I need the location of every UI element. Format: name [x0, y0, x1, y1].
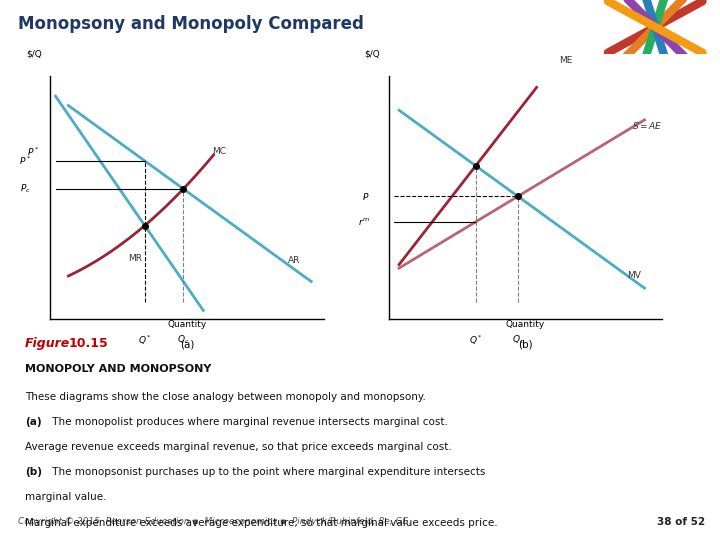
Text: These diagrams show the close analogy between monopoly and monopsony.: These diagrams show the close analogy be… [25, 392, 426, 402]
Text: Marginal expenditure exceeds average expenditure, so that marginal value exceeds: Marginal expenditure exceeds average exp… [25, 517, 498, 528]
Text: (b): (b) [25, 467, 42, 477]
Text: 38 of 52: 38 of 52 [657, 517, 706, 527]
X-axis label: Quantity: Quantity [168, 320, 207, 329]
Text: $S = AE$: $S = AE$ [632, 120, 662, 131]
Text: Figure: Figure [25, 337, 71, 350]
Text: marginal value.: marginal value. [25, 492, 107, 503]
Text: $r^m$: $r^m$ [358, 217, 369, 227]
Text: $/Q: $/Q [26, 49, 42, 58]
Text: (b): (b) [518, 340, 533, 350]
Text: $Q^*$: $Q^*$ [138, 333, 152, 347]
Text: (a): (a) [25, 417, 42, 427]
Text: AR: AR [289, 256, 301, 265]
Text: $Q_c$: $Q_c$ [512, 333, 524, 346]
Text: Monopsony and Monopoly Compared: Monopsony and Monopoly Compared [18, 15, 364, 33]
Text: $P$: $P$ [362, 191, 369, 202]
Text: $/Q: $/Q [364, 49, 380, 58]
Text: MV: MV [627, 271, 641, 280]
Text: $P_c$: $P_c$ [20, 183, 31, 195]
Text: $P^*$: $P^*$ [19, 154, 31, 167]
Text: $P^*$: $P^*$ [27, 146, 40, 158]
Text: (a): (a) [180, 340, 194, 350]
Text: MC: MC [212, 147, 225, 156]
Text: $Q^*$: $Q^*$ [469, 333, 482, 347]
Text: MONOPOLY AND MONOPSONY: MONOPOLY AND MONOPSONY [25, 364, 212, 375]
Text: $Q_c$: $Q_c$ [177, 333, 189, 346]
Text: ME: ME [559, 56, 572, 65]
Text: The monopsonist purchases up to the point where marginal expenditure intersects: The monopsonist purchases up to the poin… [50, 467, 486, 477]
Text: The monopolist produces where marginal revenue intersects marginal cost.: The monopolist produces where marginal r… [50, 417, 449, 427]
X-axis label: Quantity: Quantity [506, 320, 545, 329]
Text: Copyright © 2015  Pearson Education ▪  Microeconomics ▪  Pindyck/Rubinfeld, 8e, : Copyright © 2015 Pearson Education ▪ Mic… [18, 517, 411, 526]
Text: Average revenue exceeds marginal revenue, so that price exceeds marginal cost.: Average revenue exceeds marginal revenue… [25, 442, 451, 453]
Text: 10.15: 10.15 [68, 337, 108, 350]
Text: MR: MR [128, 254, 142, 264]
